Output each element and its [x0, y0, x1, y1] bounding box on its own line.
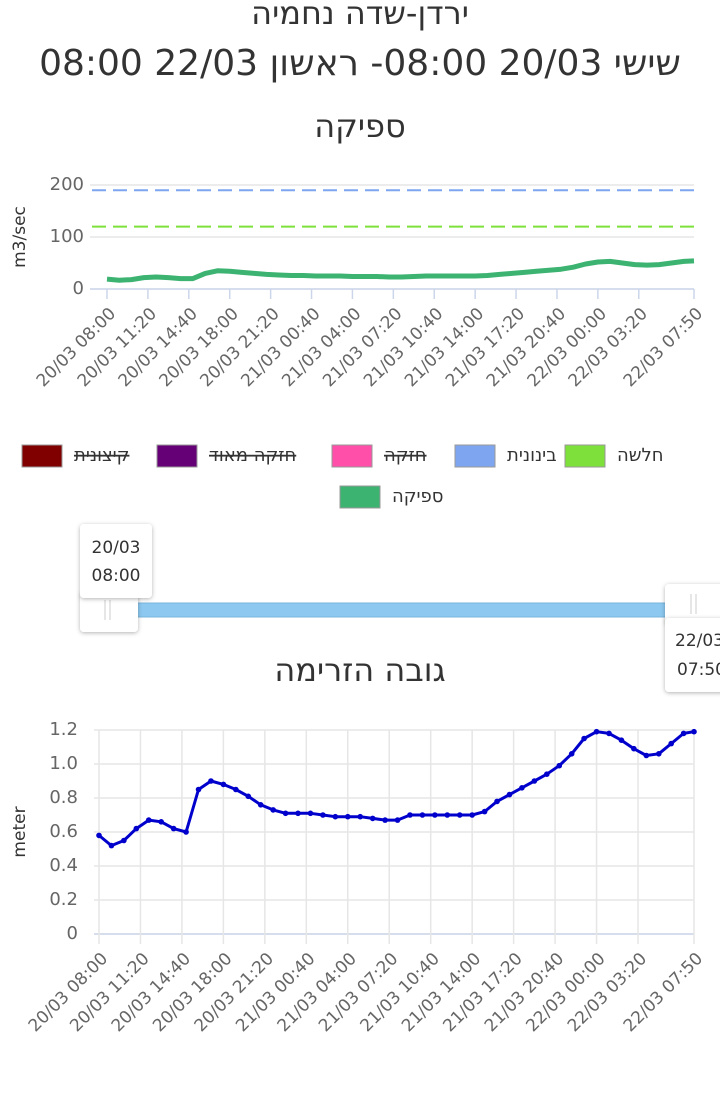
- y-tick-label: 1.2: [49, 719, 78, 740]
- data-point: [108, 842, 115, 849]
- data-point: [183, 829, 189, 835]
- data-line: [98, 730, 695, 848]
- data-point: [655, 751, 662, 757]
- data-point: [643, 752, 650, 759]
- legend-swatch: [454, 444, 496, 468]
- page-title: ירדן-שדה נחמיה: [251, 0, 469, 32]
- data-point: [158, 819, 164, 825]
- y-tick-label: 100: [50, 226, 84, 247]
- chart-title: גובה הזרימה: [274, 651, 445, 689]
- data-point: [419, 812, 426, 818]
- legend-swatch: [21, 444, 63, 468]
- data-point: [282, 810, 289, 817]
- data-point: [407, 812, 413, 818]
- data-point: [233, 786, 239, 793]
- data-point: [544, 771, 550, 777]
- y-tick-label: 0: [73, 278, 84, 299]
- slider-handle[interactable]: [80, 592, 138, 632]
- data-point: [145, 817, 152, 823]
- data-point: [245, 793, 252, 800]
- data-point: [519, 785, 525, 791]
- y-axis-label: m3/sec: [10, 206, 30, 268]
- data-point: [307, 810, 314, 817]
- data-point: [133, 825, 140, 832]
- data-point: [332, 813, 339, 820]
- y-axis-label: meter: [10, 806, 30, 857]
- legend-label[interactable]: קיצונית: [74, 445, 129, 466]
- legend-swatch: [339, 485, 381, 509]
- slider-tooltip: [80, 524, 152, 598]
- y-tick-label: 0.2: [49, 889, 78, 910]
- slider-handle[interactable]: [665, 584, 720, 624]
- legend-label[interactable]: בינונית: [507, 445, 557, 466]
- data-point: [581, 735, 587, 742]
- chart-title: ספיקה: [314, 107, 406, 145]
- data-point: [668, 740, 674, 747]
- data-point: [556, 762, 563, 769]
- data-point: [531, 778, 538, 784]
- data-point: [618, 737, 625, 743]
- data-point: [357, 813, 364, 820]
- data-point: [369, 815, 376, 822]
- data-point: [382, 817, 388, 823]
- y-tick-label: 200: [50, 174, 84, 195]
- legend-label[interactable]: חלשה: [617, 445, 664, 466]
- data-point: [96, 832, 102, 839]
- data-point: [195, 786, 202, 793]
- data-point: [481, 808, 488, 815]
- data-point: [680, 730, 687, 737]
- y-tick-label: 0.4: [49, 855, 78, 876]
- data-point: [344, 813, 351, 820]
- y-tick-label: 0: [67, 923, 78, 944]
- y-tick-label: 0.6: [49, 821, 78, 842]
- slider-tooltip: [665, 618, 720, 692]
- data-point: [494, 798, 500, 805]
- data-point: [208, 778, 214, 784]
- data-point: [568, 751, 575, 757]
- data-point: [469, 812, 475, 818]
- data-point: [257, 802, 264, 808]
- legend-swatch: [331, 444, 373, 468]
- legend-swatch: [156, 444, 198, 468]
- data-point: [270, 807, 276, 813]
- page-subtitle: שישי 20/03 08:00- ראשון 22/03 08:00: [39, 43, 681, 84]
- data-point: [456, 812, 463, 818]
- data-point: [691, 728, 697, 735]
- data-point: [121, 837, 127, 844]
- tooltip-date: 20/03: [92, 538, 141, 558]
- legend-label[interactable]: ספיקה: [392, 486, 443, 507]
- data-point: [295, 810, 301, 817]
- y-tick-label: 1.0: [49, 753, 78, 774]
- data-point: [394, 817, 401, 823]
- tooltip-date: 22/03: [675, 631, 720, 651]
- slider-track: [109, 602, 691, 618]
- data-point: [444, 812, 451, 818]
- legend-swatch: [564, 444, 606, 468]
- data-point: [631, 745, 637, 752]
- legend-label[interactable]: חזקה מאוד: [209, 445, 296, 466]
- tooltip-time: 08:00: [92, 566, 141, 586]
- data-line: [106, 258, 695, 283]
- data-point: [593, 728, 600, 735]
- data-point: [506, 791, 513, 798]
- data-point: [432, 812, 438, 818]
- data-point: [220, 781, 227, 788]
- data-point: [170, 825, 177, 832]
- data-point: [320, 812, 326, 818]
- legend-label[interactable]: חזקה: [384, 445, 427, 466]
- data-point: [606, 730, 612, 737]
- y-tick-label: 0.8: [49, 787, 78, 808]
- tooltip-time: 07:50: [677, 660, 720, 680]
